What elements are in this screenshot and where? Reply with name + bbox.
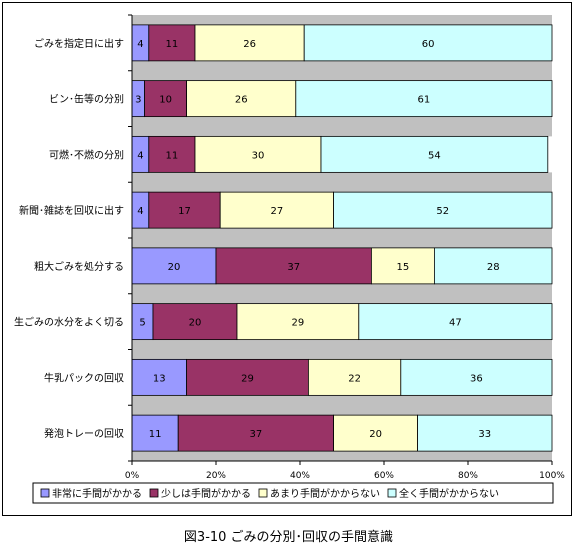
x-tick-label: 80% bbox=[458, 471, 478, 481]
data-label: 36 bbox=[470, 373, 483, 384]
data-label: 4 bbox=[137, 150, 143, 161]
background-band bbox=[132, 60, 552, 81]
legend-label: 少しは手間がかかる bbox=[161, 487, 251, 500]
background-band bbox=[132, 228, 552, 248]
data-label: 37 bbox=[287, 262, 300, 273]
data-label: 11 bbox=[149, 429, 162, 440]
background-band bbox=[132, 283, 552, 304]
data-label: 4 bbox=[137, 206, 143, 217]
data-label: 11 bbox=[166, 150, 179, 161]
bar-segment bbox=[236, 303, 360, 341]
legend-label: 非常に手間がかかる bbox=[52, 487, 142, 500]
data-label: 20 bbox=[369, 429, 382, 440]
bar-segment bbox=[144, 80, 188, 118]
data-label: 30 bbox=[252, 150, 265, 161]
bar-segment bbox=[148, 191, 221, 229]
data-label: 27 bbox=[271, 206, 284, 217]
category-label: ごみを指定日に出す bbox=[34, 37, 124, 50]
legend-box bbox=[32, 482, 554, 504]
data-label: 37 bbox=[250, 429, 263, 440]
bar-segment bbox=[333, 191, 553, 229]
x-tick-label: 60% bbox=[374, 471, 394, 481]
data-label: 20 bbox=[168, 262, 181, 273]
data-label: 20 bbox=[189, 318, 202, 329]
data-label: 3 bbox=[135, 95, 141, 106]
bar-segment bbox=[131, 247, 217, 285]
data-label: 33 bbox=[478, 429, 491, 440]
chart-title: 図3-10 ごみの分別･回収の手間意識 bbox=[183, 530, 394, 545]
legend-swatch bbox=[258, 488, 268, 498]
data-label: 61 bbox=[418, 95, 431, 106]
data-label: 60 bbox=[422, 39, 435, 50]
bar-segment bbox=[400, 358, 553, 396]
bar-segment bbox=[358, 303, 553, 341]
background-band bbox=[132, 395, 552, 416]
bar-segment bbox=[370, 247, 435, 285]
bar-segment bbox=[219, 191, 334, 229]
data-label: 29 bbox=[292, 318, 305, 329]
bar-segment bbox=[417, 414, 553, 452]
data-label: 28 bbox=[487, 262, 500, 273]
legend-label: あまり手間がかからない bbox=[270, 487, 380, 500]
data-label: 11 bbox=[166, 39, 179, 50]
category-label: 可燃･不燃の分別 bbox=[49, 148, 124, 161]
bar-segment bbox=[433, 247, 553, 285]
data-label: 29 bbox=[241, 373, 254, 384]
background-band bbox=[132, 15, 552, 25]
data-label: 47 bbox=[449, 318, 462, 329]
x-tick-label: 0% bbox=[125, 471, 140, 481]
category-label: 新聞･雑誌を回収に出す bbox=[19, 204, 124, 217]
data-label: 54 bbox=[428, 150, 441, 161]
data-label: 13 bbox=[153, 373, 166, 384]
data-label: 52 bbox=[436, 206, 449, 217]
background-band bbox=[132, 116, 552, 137]
category-label: 牛乳パックの回収 bbox=[44, 371, 124, 384]
bar-segment bbox=[303, 24, 553, 62]
legend-swatch bbox=[40, 488, 50, 498]
data-label: 17 bbox=[178, 206, 191, 217]
bar-segment bbox=[194, 24, 305, 62]
category-label: 発泡トレーの回収 bbox=[44, 427, 124, 440]
background-band bbox=[132, 172, 552, 193]
bar-segment bbox=[152, 303, 238, 341]
data-label: 26 bbox=[243, 39, 256, 50]
data-label: 10 bbox=[159, 95, 172, 106]
bar-segment bbox=[295, 80, 553, 118]
category-label: 生ごみの水分をよく切る bbox=[14, 316, 124, 329]
bar-segment bbox=[215, 247, 372, 285]
bar-segment bbox=[148, 24, 196, 62]
background-band bbox=[132, 451, 552, 461]
x-tick-label: 40% bbox=[290, 471, 310, 481]
bar-segment bbox=[194, 135, 322, 173]
bar-segment bbox=[186, 358, 309, 396]
legend-label: 全く手間がかからない bbox=[399, 487, 499, 500]
bar-segment bbox=[320, 135, 549, 173]
category-label: 粗大ごみを処分する bbox=[34, 260, 124, 273]
data-label: 15 bbox=[397, 262, 410, 273]
data-label: 4 bbox=[137, 39, 143, 50]
data-label: 22 bbox=[348, 373, 361, 384]
category-label: ビン･缶等の分別 bbox=[49, 93, 124, 106]
data-label: 26 bbox=[235, 95, 248, 106]
data-label: 5 bbox=[139, 318, 145, 329]
x-tick-label: 100% bbox=[539, 471, 565, 481]
legend-swatch bbox=[149, 488, 159, 498]
x-tick-label: 20% bbox=[206, 471, 226, 481]
background-band bbox=[132, 339, 552, 360]
bar-segment bbox=[148, 135, 196, 173]
legend-swatch bbox=[387, 488, 397, 498]
bar-segment bbox=[131, 414, 179, 452]
bar-segment bbox=[186, 80, 297, 118]
chart-frame: 4 11 26 60 ごみを指定日に出す 3 10 26 61 ビン･缶等の分別 4 11 30 54 可燃… bbox=[2, 2, 572, 516]
